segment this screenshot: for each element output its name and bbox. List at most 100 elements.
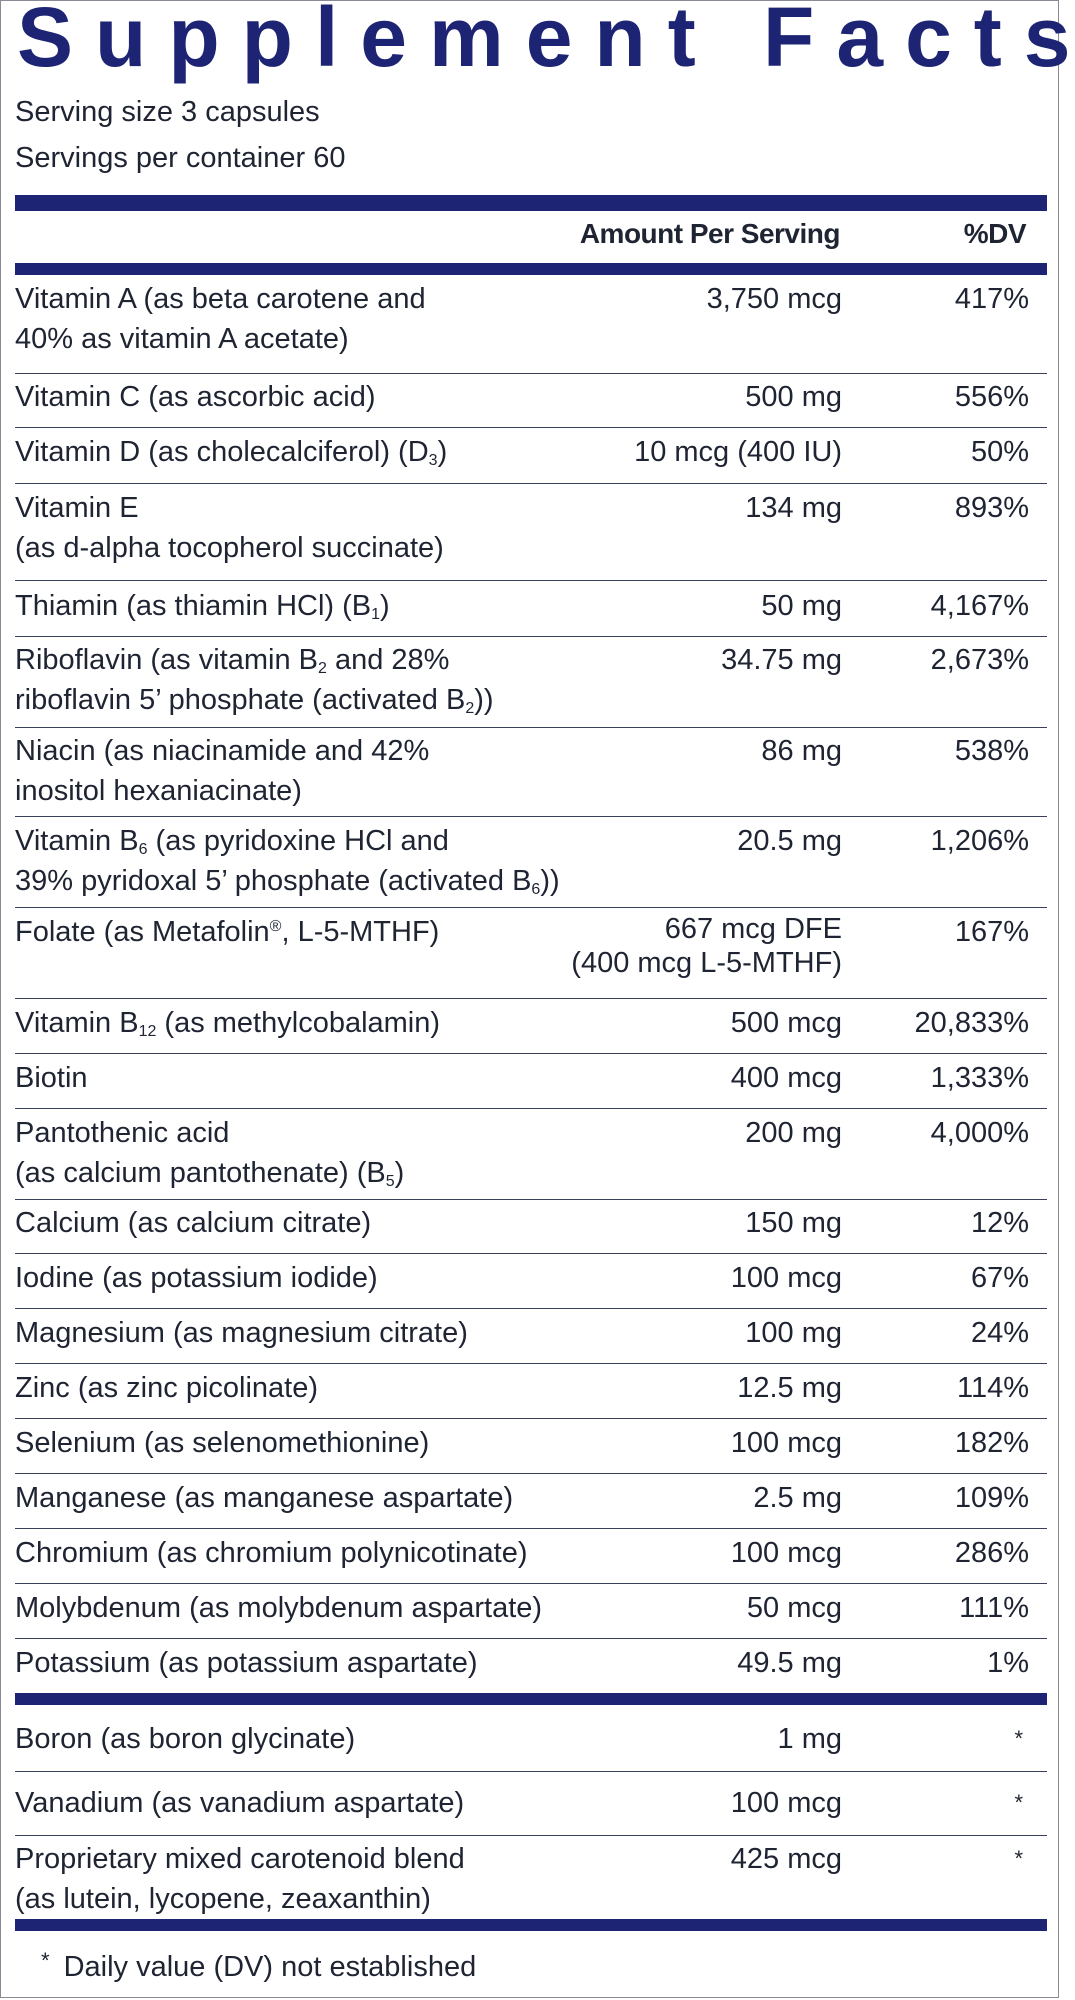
nutrient-name: Vitamin C (as ascorbic acid): [15, 381, 376, 413]
nutrient-name-line1: Proprietary mixed carotenoid blend: [15, 1843, 465, 1875]
nutrient-dv: 2,673%: [930, 644, 1029, 676]
nutrient-amount: 34.75 mg: [721, 644, 842, 676]
nutrient-name: Riboflavin (as vitamin B2 and 28% ribofla…: [15, 644, 494, 717]
nutrient-name-line2: (as d-alpha tocopherol succinate): [15, 532, 444, 564]
nutrient-name-line1: Vitamin A (as beta carotene and: [15, 283, 426, 315]
nutrient-name: Manganese (as manganese aspartate): [15, 1482, 514, 1514]
nutrient-amount: 12.5 mg: [737, 1372, 842, 1404]
nutrient-amount: 20.5 mg: [737, 825, 842, 857]
nutrient-amount: 10 mcg (400 IU): [634, 436, 842, 468]
nutrient-dv: 111%: [959, 1592, 1029, 1624]
nutrient-name: Vitamin D (as cholecalciferol) (D3): [15, 436, 448, 469]
nutrient-name-line1: Vitamin E: [15, 492, 139, 524]
row-divider: [15, 1308, 1047, 1309]
row-divider: [15, 373, 1047, 374]
nutrient-name: Boron (as boron glycinate): [15, 1723, 356, 1755]
serving-size: Serving size 3 capsules: [15, 96, 320, 128]
row-divider: [15, 998, 1047, 999]
nutrient-name: Magnesium (as magnesium citrate): [15, 1317, 468, 1349]
nutrient-amount: 100 mcg: [730, 1262, 842, 1294]
row-divider: [15, 1363, 1047, 1364]
nutrient-amount: 100 mcg: [730, 1787, 842, 1819]
nutrient-dv: 50%: [970, 436, 1029, 468]
row-divider: [15, 483, 1047, 484]
header-percent-dv: %DV: [963, 218, 1027, 249]
row-divider: [15, 1771, 1047, 1772]
nutrient-name: Molybdenum (as molybdenum aspartate): [15, 1592, 543, 1624]
nutrient-dv: 417%: [954, 283, 1029, 315]
row-divider: [15, 816, 1047, 817]
row-divider: [15, 1253, 1047, 1254]
nutrient-dv: 67%: [970, 1262, 1029, 1294]
nutrient-amount: 667 mcg DFE (400 mcg L-5-MTHF): [571, 913, 842, 979]
nutrient-dv: 167%: [954, 916, 1029, 948]
nutrient-amount: 134 mg: [745, 492, 842, 524]
nutrient-name: Iodine (as potassium iodide): [15, 1262, 378, 1294]
nutrient-name: Pantothenic acid (as calcium pantothenate…: [15, 1117, 405, 1190]
nutrient-amount: 100 mg: [745, 1317, 842, 1349]
row-divider: [15, 636, 1047, 637]
nutrient-name: Selenium (as selenomethionine): [15, 1427, 430, 1459]
nutrient-name: Vanadium (as vanadium aspartate): [15, 1787, 465, 1819]
nutrient-amount: 50 mg: [761, 590, 842, 622]
row-divider: [15, 907, 1047, 908]
panel-title: Supplement Facts: [17, 0, 1075, 84]
nutrient-dv: *: [1014, 1790, 1023, 1815]
nutrient-dv: 893%: [954, 492, 1029, 524]
nutrient-amount: 86 mg: [761, 735, 842, 767]
row-divider: [15, 1473, 1047, 1474]
nutrient-amount: 3,750 mcg: [706, 283, 842, 315]
row-divider: [15, 1835, 1047, 1836]
nutrient-amount: 2.5 mg: [753, 1482, 842, 1514]
nutrient-amount: 425 mcg: [730, 1843, 842, 1875]
nutrient-dv: *: [1014, 1846, 1023, 1871]
nutrient-amount: 49.5 mg: [737, 1647, 842, 1679]
nutrient-name: Vitamin B12 (as methylcobalamin): [15, 1007, 441, 1040]
nutrient-amount: 1 mg: [777, 1723, 842, 1755]
nutrient-name: Calcium (as calcium citrate): [15, 1207, 372, 1239]
row-divider: [15, 1638, 1047, 1639]
nutrient-name: Thiamin (as thiamin HCl) (B1): [15, 590, 390, 623]
nutrient-dv: 4,167%: [930, 590, 1029, 622]
nutrient-name-line2: 40% as vitamin A acetate): [15, 323, 349, 355]
footnote-asterisk: *: [41, 1948, 50, 1973]
nutrient-dv: 12%: [970, 1207, 1029, 1239]
nutrient-dv: 556%: [954, 381, 1029, 413]
nutrient-amount: 150 mg: [745, 1207, 842, 1239]
row-divider: [15, 1199, 1047, 1200]
nutrient-amount: 200 mg: [745, 1117, 842, 1149]
row-divider: [15, 1583, 1047, 1584]
nutrient-dv: 286%: [954, 1537, 1029, 1569]
thick-divider-middle: [15, 1693, 1047, 1705]
row-divider: [15, 580, 1047, 581]
nutrient-amount: 100 mcg: [730, 1537, 842, 1569]
row-divider: [15, 727, 1047, 728]
row-divider: [15, 1418, 1047, 1419]
header-amount-per-serving: Amount Per Serving: [579, 218, 841, 249]
nutrient-dv: 182%: [954, 1427, 1029, 1459]
row-divider: [15, 1108, 1047, 1109]
row-divider: [15, 1053, 1047, 1054]
nutrient-dv: 538%: [954, 735, 1029, 767]
servings-per-container: Servings per container 60: [15, 142, 346, 174]
thick-divider-bottom: [15, 1919, 1047, 1931]
nutrient-dv: 1%: [987, 1647, 1029, 1679]
nutrient-dv: *: [1014, 1726, 1023, 1751]
nutrient-dv: 1,333%: [930, 1062, 1029, 1094]
nutrient-amount: 500 mg: [745, 381, 842, 413]
nutrient-amount: 500 mcg: [730, 1007, 842, 1039]
nutrient-name: Biotin: [15, 1062, 88, 1094]
nutrient-name-line2: (as lutein, lycopene, zeaxanthin): [15, 1883, 431, 1915]
row-divider: [15, 1528, 1047, 1529]
nutrient-dv: 4,000%: [930, 1117, 1029, 1149]
nutrient-dv: 20,833%: [914, 1007, 1030, 1039]
nutrient-name: Folate (as Metafolin®, L-5-MTHF): [15, 916, 440, 948]
nutrient-amount: 100 mcg: [730, 1427, 842, 1459]
nutrient-name: Vitamin B6 (as pyridoxine HCl and 39% pyr…: [15, 825, 560, 898]
nutrient-dv: 109%: [954, 1482, 1029, 1514]
nutrient-name: Chromium (as chromium polynicotinate): [15, 1537, 528, 1569]
row-divider: [15, 427, 1047, 428]
thick-divider-top: [15, 195, 1047, 211]
nutrient-dv: 24%: [970, 1317, 1029, 1349]
